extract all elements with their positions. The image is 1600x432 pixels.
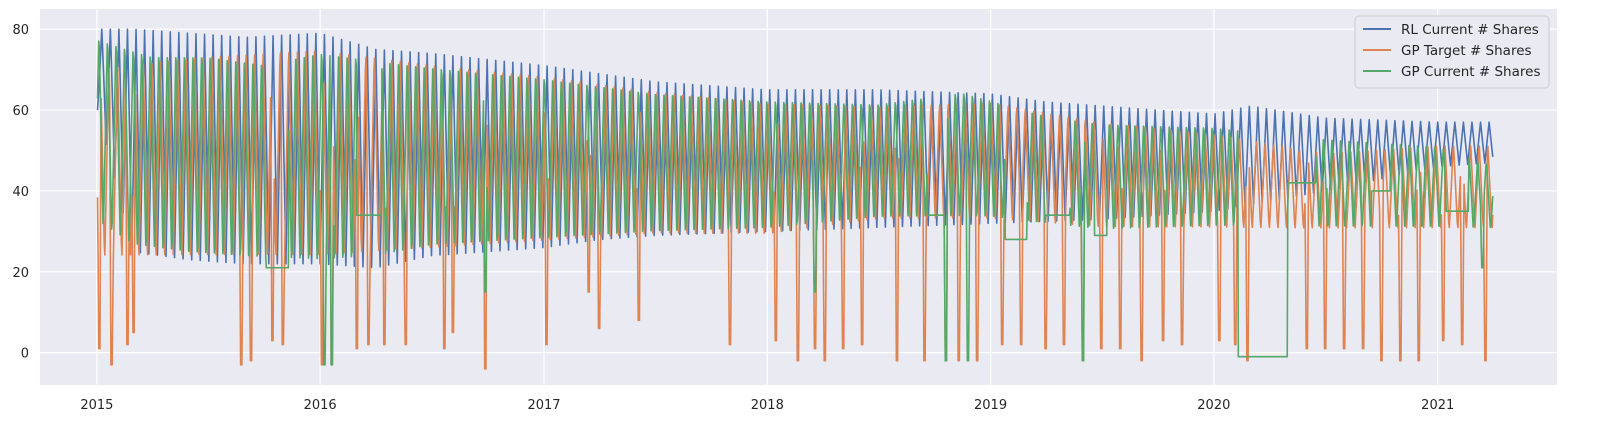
series-line-gp-current-shares — [96, 40, 1494, 366]
legend-entry-gp-target: GP Target # Shares — [1363, 43, 1532, 59]
x-tick-label: 2019 — [974, 398, 1007, 413]
y-tick-label: 60 — [12, 104, 29, 119]
y-tick-label: 20 — [12, 266, 29, 281]
x-tick-label: 2020 — [1197, 398, 1230, 413]
legend: RL Current # Shares GP Target # Shares G… — [1354, 15, 1550, 89]
y-tick-label: 40 — [12, 185, 29, 200]
x-tick-label: 2018 — [751, 398, 784, 413]
y-tick-label: 80 — [12, 23, 29, 38]
x-tick-label: 2016 — [304, 398, 337, 413]
x-tick-label: 2021 — [1421, 398, 1454, 413]
legend-box — [1354, 15, 1550, 89]
x-tick-label: 2017 — [527, 398, 560, 413]
y-axis-tick-labels: 0 20 40 60 80 — [12, 23, 29, 361]
legend-entry-rl-current: RL Current # Shares — [1363, 22, 1539, 38]
legend-entry-gp-current: GP Current # Shares — [1363, 64, 1540, 80]
legend-label-gp-current: GP Current # Shares — [1401, 64, 1540, 80]
legend-label-gp-target: GP Target # Shares — [1401, 43, 1532, 59]
legend-label-rl-current: RL Current # Shares — [1401, 22, 1539, 38]
x-tick-label: 2015 — [80, 398, 113, 413]
x-axis-tick-labels: 2015 2016 2017 2018 2019 2020 2021 — [80, 398, 1454, 413]
y-tick-label: 0 — [21, 347, 29, 362]
series-layer — [96, 28, 1494, 370]
